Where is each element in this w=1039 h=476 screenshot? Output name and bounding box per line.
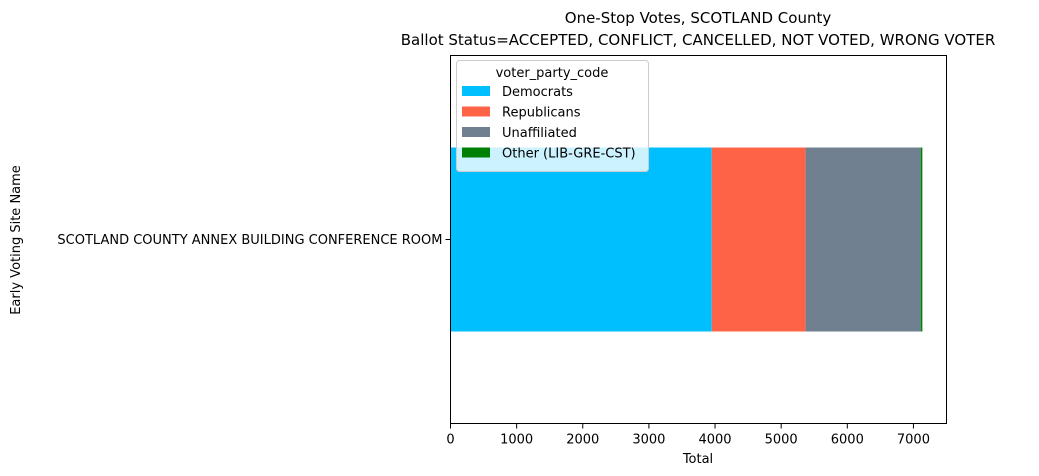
bar-unaffiliated [805,147,921,332]
legend: voter_party_code Democrats Republicans Una… [456,60,649,172]
x-tick-label: 5000 [765,433,798,448]
x-tick-label: 6000 [831,433,864,448]
legend-swatch [462,86,490,96]
legend-swatch [462,106,490,117]
x-tick-label: 7000 [897,433,930,448]
x-tick-label: 0 [446,433,454,448]
legend-title: voter_party_code [496,66,609,81]
chart-title-line-2: Ballot Status=ACCEPTED, CONFLICT, CANCEL… [401,31,996,49]
y-axis-ticks: SCOTLAND COUNTY ANNEX BUILDING CONFERENC… [57,233,451,248]
legend-swatch [462,127,490,137]
x-axis-ticks: 0 1000 2000 3000 4000 5000 6000 7000 [446,423,930,448]
x-tick-label: 2000 [566,433,599,448]
legend-label: Democrats [502,85,573,100]
bar-republicans [711,147,806,332]
x-axis-label: Total [682,452,713,467]
chart-title-line-1: One-Stop Votes, SCOTLAND County [565,9,832,27]
y-tick-label: SCOTLAND COUNTY ANNEX BUILDING CONFERENC… [57,233,442,248]
legend-label: Republicans [502,106,581,121]
bar-other-lib-gre-cst [920,147,923,332]
y-axis-label: Early Voting Site Name [9,165,24,315]
bars-group [450,147,923,332]
x-tick-label: 4000 [698,433,731,448]
legend-label: Other (LIB-GRE-CST) [502,147,636,162]
legend-swatch [462,147,490,158]
x-tick-label: 3000 [632,433,665,448]
legend-items: Democrats Republicans Unaffiliated Other (L… [462,85,636,162]
legend-label: Unaffiliated [502,126,577,141]
bar-democrats [450,147,712,332]
x-tick-label: 1000 [500,433,533,448]
legend-frame [456,60,649,172]
